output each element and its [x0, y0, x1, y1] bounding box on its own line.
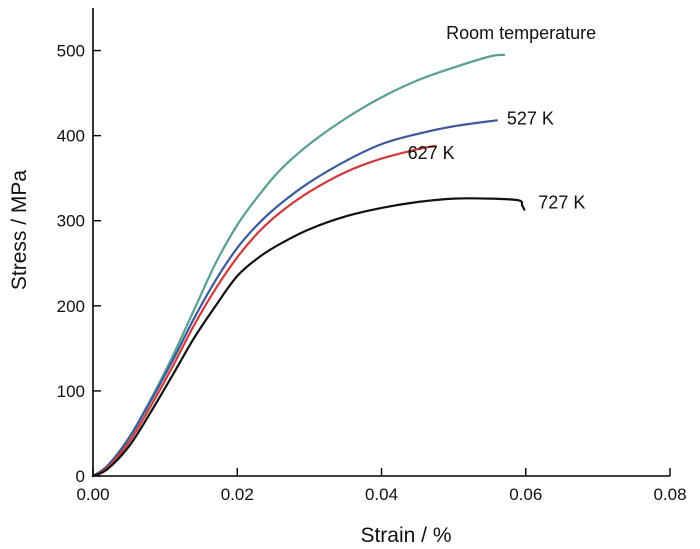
series-line-room-temperature — [91, 53, 506, 478]
series-labels: Room temperature 527 K 627 K 727 K — [408, 23, 597, 213]
series-line-527k — [91, 119, 498, 478]
y-tick-label: 0 — [76, 467, 85, 486]
y-axis-title: Stress / MPa — [8, 170, 31, 291]
series-line-727k — [91, 197, 526, 478]
x-ticks: 0.00 0.02 0.04 0.06 0.08 — [76, 468, 687, 504]
y-tick-label: 500 — [57, 42, 85, 61]
series-label-727k: 727 K — [538, 192, 585, 212]
y-tick-label: 100 — [57, 382, 85, 401]
x-tick-label: 0.04 — [365, 485, 398, 504]
x-tick-label: 0.02 — [221, 485, 254, 504]
y-tick-label: 400 — [57, 127, 85, 146]
y-ticks: 0 100 200 300 400 500 — [57, 42, 101, 486]
x-tick-label: 0.06 — [509, 485, 542, 504]
curves — [91, 53, 526, 478]
series-label-627k: 627 K — [408, 143, 455, 163]
series-label-room-temperature: Room temperature — [446, 23, 596, 43]
x-axis-title: Strain / % — [360, 524, 451, 547]
plot-area — [92, 8, 670, 477]
series-label-527k: 527 K — [507, 108, 554, 128]
y-tick-label: 300 — [57, 212, 85, 231]
series-line-627k — [91, 144, 437, 478]
x-tick-label: 0.00 — [76, 485, 109, 504]
x-tick-label: 0.08 — [653, 485, 686, 504]
y-tick-label: 200 — [57, 297, 85, 316]
